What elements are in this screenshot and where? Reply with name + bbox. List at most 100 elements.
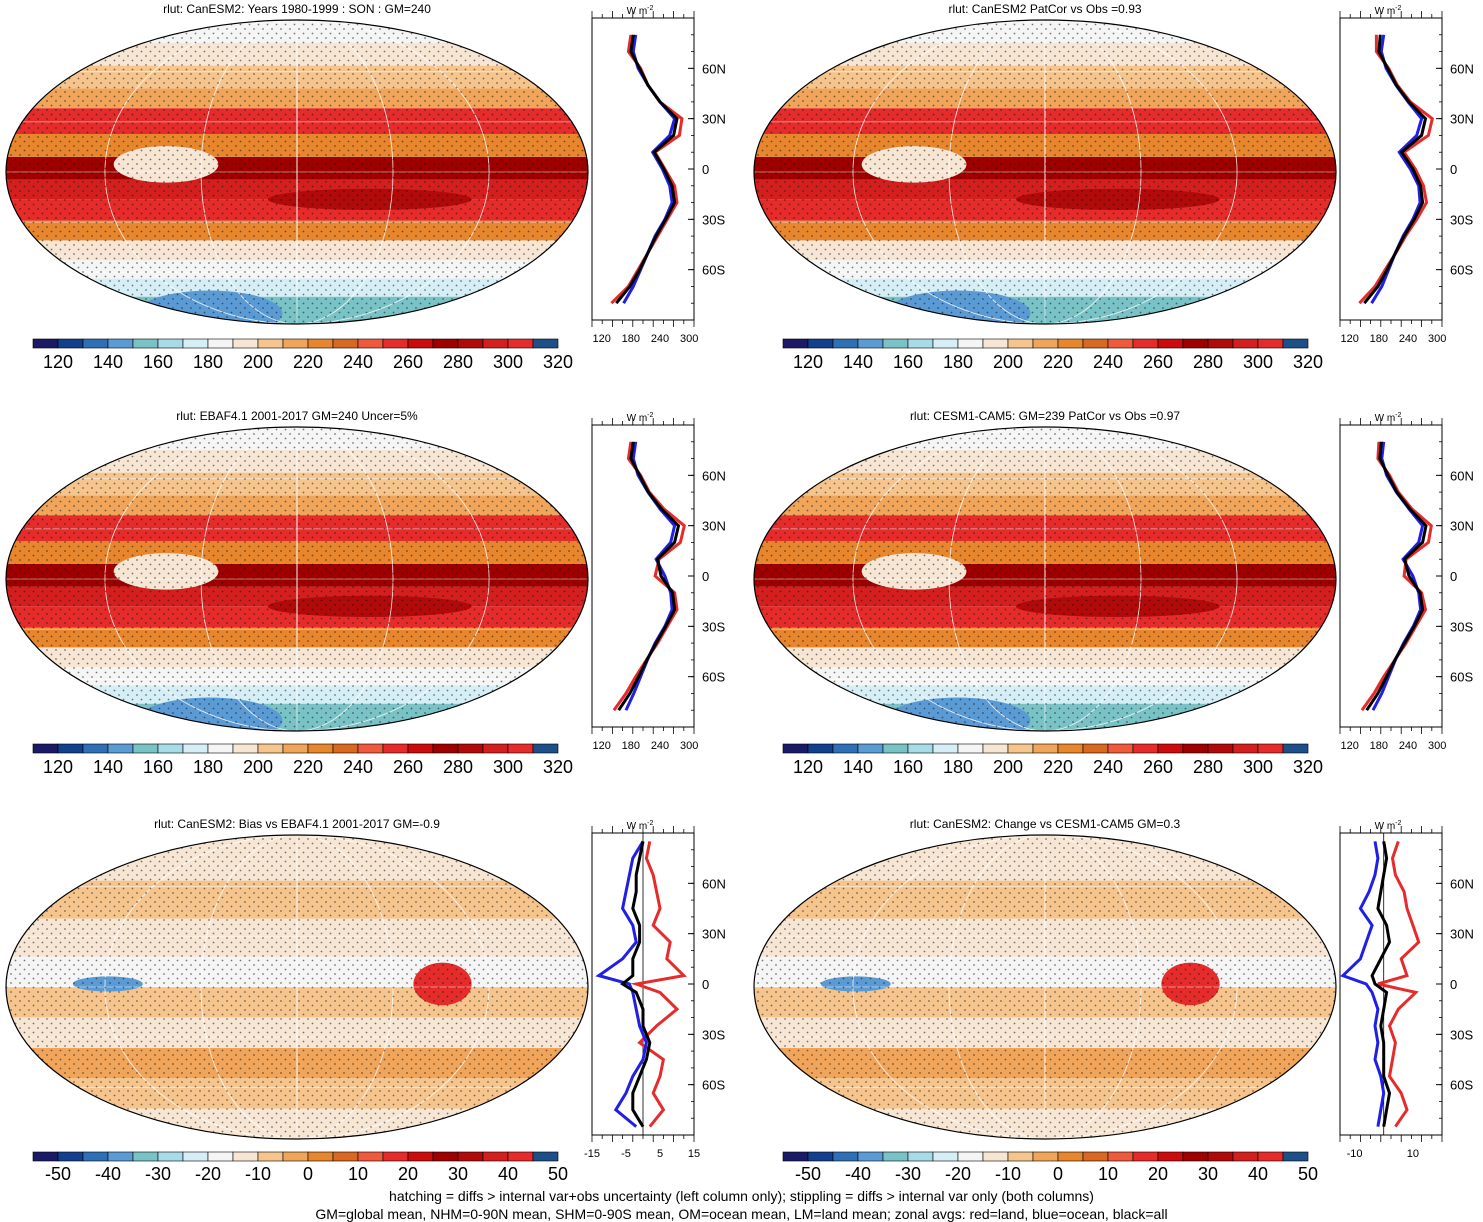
panel-2-zonal-tick-label: 300 [1428, 333, 1446, 345]
panel-4-colorbar-box [1107, 743, 1134, 754]
panel-6-colorbar-box [1207, 1151, 1234, 1162]
panel-2-zonal-tick-label: 180 [1370, 333, 1388, 345]
panel-2-zonal-frame [1339, 17, 1443, 321]
panel-6-colorbar-box [1232, 1151, 1259, 1162]
panel-5-colorbar-tick-label: 0 [303, 1164, 313, 1184]
panel-3-colorbar-box [157, 743, 184, 754]
panel-1-colorbar-tick-label: 320 [543, 352, 573, 372]
map-field [754, 20, 1336, 324]
panel-1-colorbar-tick-label: 160 [143, 352, 173, 372]
panel-4-colorbar-box [982, 743, 1009, 754]
panel-2-title: rlut: CanESM2 PatCor vs Obs =0.93 [948, 2, 1141, 16]
panel-2-colorbar-box [982, 338, 1009, 349]
panel-5-colorbar-box [382, 1151, 409, 1162]
panel-1-colorbar-tick-label: 300 [493, 352, 523, 372]
panel-5-zonal-lat-label: 0 [702, 977, 709, 992]
panel-3-colorbar-box [432, 743, 459, 754]
panel-1-colorbar-box [357, 338, 384, 349]
panel-6-zonal-lat-label: 60N [1450, 876, 1474, 891]
map-field [754, 835, 1336, 1139]
panel-3-colorbar-box [332, 743, 359, 754]
panel-5-zonal-land-line [630, 841, 687, 1128]
panel-6-zonal-all-line [1370, 841, 1392, 1127]
panel-3-colorbar-box [32, 743, 59, 754]
panel-2-colorbar-box [1282, 338, 1309, 349]
panel-5: rlut: CanESM2: Bias vs EBAF4.1 2001-2017… [5, 817, 726, 1184]
panel-6: rlut: CanESM2: Change vs CESM1-CAM5 GM=0… [753, 817, 1474, 1184]
panel-3-zonal-tick-label: 300 [680, 740, 698, 752]
panel-4-zonal-unit: W m-2 [1375, 412, 1402, 424]
panel-4-colorbar-tick-label: 280 [1193, 757, 1223, 777]
panel-3-zonal-land-line [612, 441, 686, 712]
panel-6-colorbar-tick-label: -20 [945, 1164, 971, 1184]
panel-4-colorbar-box [782, 743, 809, 754]
panel-2-colorbar-tick-label: 200 [993, 352, 1023, 372]
panel-5-colorbar-tick-label: -40 [95, 1164, 121, 1184]
map-field [6, 20, 588, 324]
panel-1-colorbar-box [207, 338, 234, 349]
panel-1-zonal-all-line [615, 34, 679, 305]
panel-1-colorbar-box [307, 338, 334, 349]
panel-3-colorbar-tick-label: 180 [193, 757, 223, 777]
panel-6-colorbar-box [1057, 1151, 1084, 1162]
panel-3-colorbar-tick-label: 280 [443, 757, 473, 777]
panel-4-colorbar-box [1132, 743, 1159, 754]
panel-5-colorbar-tick-label: 30 [448, 1164, 468, 1184]
panel-3-colorbar-box [357, 743, 384, 754]
panel-4-colorbar-box [1007, 743, 1034, 754]
panel-3-colorbar-tick-label: 320 [543, 757, 573, 777]
panel-6-colorbar-box [982, 1151, 1009, 1162]
panel-4: rlut: CESM1-CAM5: GM=239 PatCor vs Obs =… [753, 409, 1474, 777]
panel-2-colorbar-tick-label: 180 [943, 352, 973, 372]
panel-2-colorbar-box [957, 338, 984, 349]
panel-3-zonal-tick-label: 240 [651, 740, 669, 752]
panel-1-colorbar-box [382, 338, 409, 349]
panel-5-colorbar-tick-label: -30 [145, 1164, 171, 1184]
panel-4-colorbar-tick-label: 120 [793, 757, 823, 777]
panel-3-title: rlut: EBAF4.1 2001-2017 GM=240 Uncer=5% [176, 409, 418, 423]
panel-3-colorbar-tick-label: 120 [43, 757, 73, 777]
panel-6-colorbar-box [957, 1151, 984, 1162]
panel-3-zonal-lat-label: 60N [702, 468, 726, 483]
panel-2-zonal-unit: W m-2 [1375, 5, 1402, 17]
map-border [5, 426, 589, 732]
panel-1-zonal-lat-label: 60S [702, 263, 725, 278]
footer-hatching-note: hatching = diffs > internal var+obs unce… [389, 1188, 1094, 1204]
panel-6-zonal-lat-label: 0 [1450, 977, 1457, 992]
panel-1-colorbar-box [107, 338, 134, 349]
panel-6-colorbar-tick-label: -40 [845, 1164, 871, 1184]
panel-1-zonal-unit: W m-2 [627, 5, 654, 17]
panel-4-colorbar-box [1207, 743, 1234, 754]
panel-4-colorbar-box [932, 743, 959, 754]
panel-5-colorbar-box [482, 1151, 509, 1162]
panel-2-colorbar-tick-label: 160 [893, 352, 923, 372]
panel-2-zonal-lat-label: 60N [1450, 61, 1474, 76]
panel-2-colorbar-box [1007, 338, 1034, 349]
panel-6-colorbar-box [1157, 1151, 1184, 1162]
panel-3-colorbar-box [132, 743, 159, 754]
panel-3-colorbar-tick-label: 200 [243, 757, 273, 777]
panel-3-colorbar-box [207, 743, 234, 754]
panel-3-colorbar-box [407, 743, 434, 754]
panel-2-zonal-lat-label: 30N [1450, 112, 1474, 127]
panel-1-colorbar-tick-label: 240 [343, 352, 373, 372]
panel-6-zonal-tick-label: -10 [1347, 1148, 1363, 1160]
panel-6-zonal-tick-label: 10 [1407, 1148, 1419, 1160]
panel-3-colorbar-tick-label: 220 [293, 757, 323, 777]
panel-1-zonal-lat-label: 60N [702, 61, 726, 76]
panel-2: rlut: CanESM2 PatCor vs Obs =0.93 60N 30N 0… [753, 2, 1474, 372]
panel-2-colorbar-tick-label: 300 [1243, 352, 1273, 372]
panel-5-colorbar-box [132, 1151, 159, 1162]
panel-4-colorbar-box [1257, 743, 1284, 754]
panel-1-colorbar-tick-label: 120 [43, 352, 73, 372]
panel-1-colorbar-box [157, 338, 184, 349]
panel-2-colorbar-box [1132, 338, 1159, 349]
panel-2-colorbar-box [782, 338, 809, 349]
panel-2-zonal-all-line [1363, 34, 1428, 305]
panel-3-colorbar-box [532, 743, 559, 754]
panel-5-colorbar-box [82, 1151, 109, 1162]
panel-4-colorbar-tick-label: 260 [1143, 757, 1173, 777]
panel-5-colorbar-box [357, 1151, 384, 1162]
panel-1-colorbar-tick-label: 200 [243, 352, 273, 372]
